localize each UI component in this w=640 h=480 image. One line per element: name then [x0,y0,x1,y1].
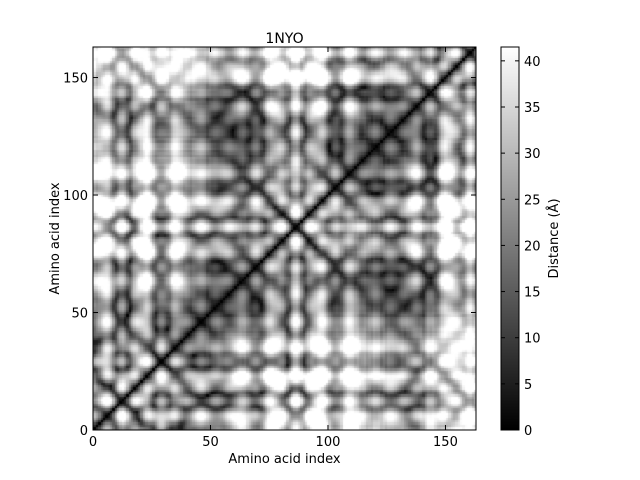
chart-title: 1NYO [265,31,303,47]
x-axis-label: Amino acid index [228,452,340,467]
colorbar-tick-label: 0 [524,424,532,439]
colorbar-ticks: 0 5 10 15 20 25 30 35 40 [501,55,541,439]
colorbar-tick-label: 5 [524,378,532,393]
colorbar-tick-label: 40 [524,55,541,70]
x-tick-label: 150 [433,435,458,450]
colorbar-gradient [501,47,519,430]
plot-frame [92,46,477,431]
y-axis-label: Amino acid index [48,182,63,294]
x-axis-ticks: 0 50 100 150 [89,47,458,450]
x-tick-label: 100 [316,435,341,450]
colorbar-tick-label: 15 [524,286,541,301]
x-tick-label: 0 [89,435,97,450]
colorbar-tick-label: 10 [524,332,541,347]
x-tick-label: 50 [202,435,219,450]
y-tick-label: 0 [80,424,88,439]
y-tick-label: 150 [63,72,88,87]
colorbar-label: Distance (Å) [546,198,562,278]
y-tick-label: 100 [63,189,88,204]
colorbar-tick-label: 35 [524,101,541,116]
y-axis-ticks: 0 50 100 150 [63,72,476,439]
colorbar-tick-label: 20 [524,239,541,254]
y-tick-label: 50 [71,307,88,322]
colorbar-tick-label: 30 [524,147,541,162]
distance-heatmap [93,47,476,430]
colorbar-tick-label: 25 [524,193,541,208]
colorbar-frame [500,46,520,431]
